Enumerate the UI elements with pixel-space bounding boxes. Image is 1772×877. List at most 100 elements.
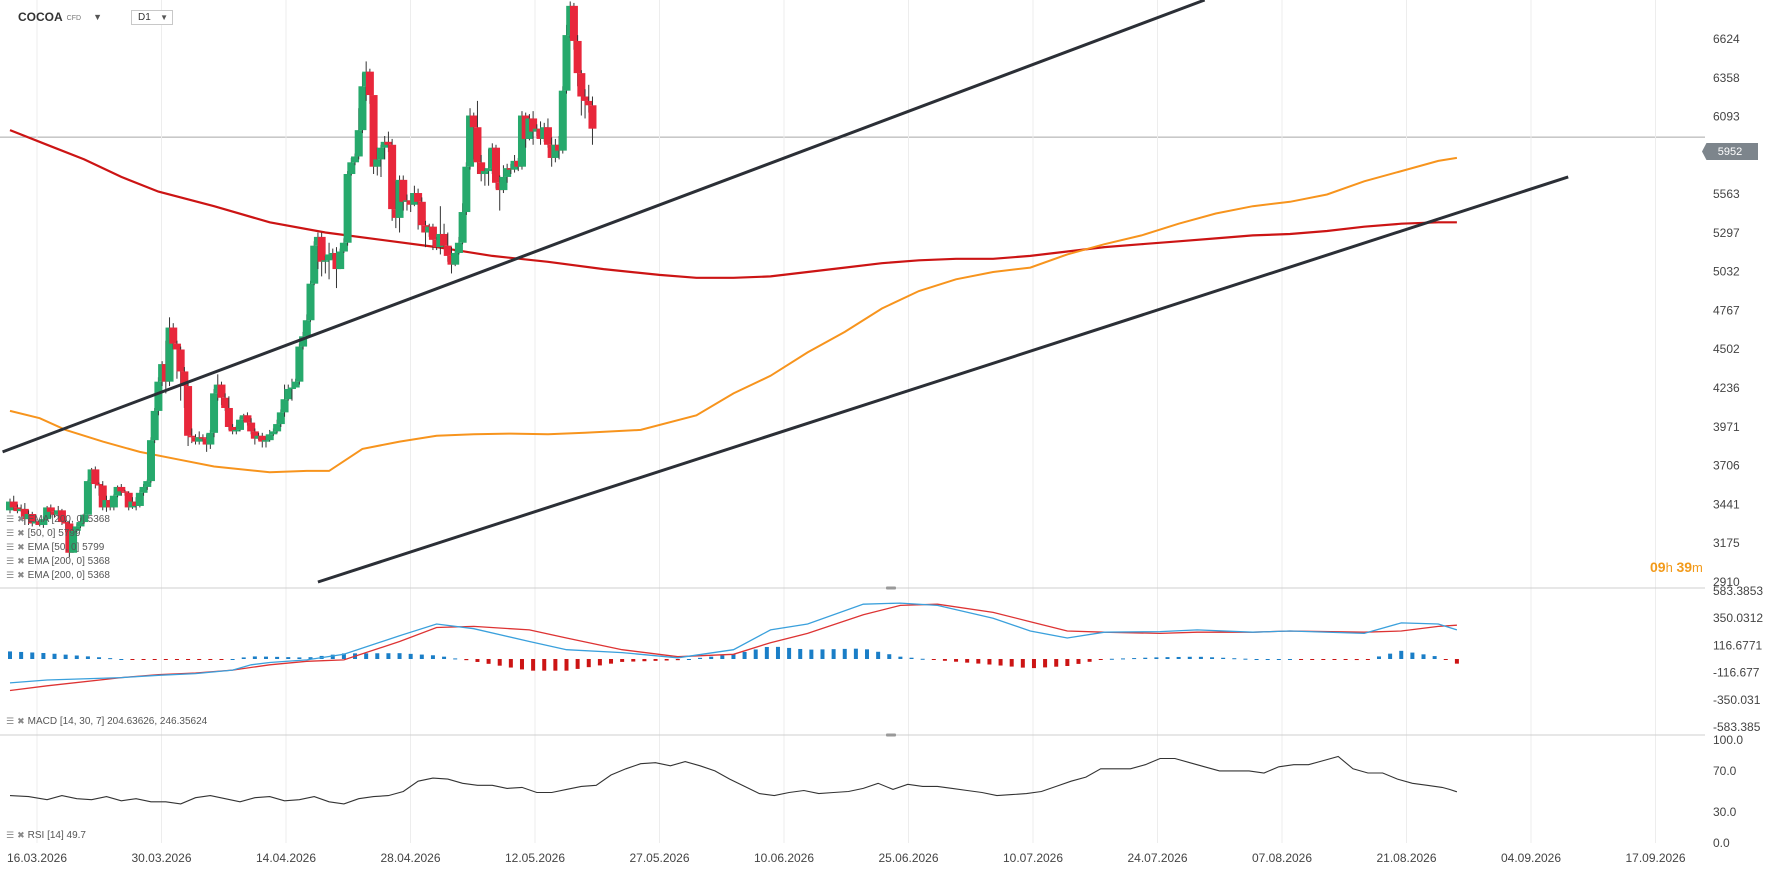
- macd-legend[interactable]: ☰ ✖ MACD [14, 30, 7] 204.63626, 246.35624: [6, 716, 207, 727]
- macd-histogram-bar: [330, 654, 335, 659]
- candle: [562, 24, 571, 94]
- candle: [210, 388, 219, 438]
- macd-histogram-bar: [553, 659, 558, 671]
- macd-histogram-bar: [1232, 658, 1237, 660]
- candle-body: [135, 492, 144, 506]
- candle: [109, 494, 118, 511]
- macd-histogram-bar: [831, 649, 836, 659]
- macd-histogram-bar: [475, 659, 480, 662]
- macd-histogram-bar: [275, 656, 280, 659]
- legend-row[interactable]: ☰ ✖ EMA [200, 0] 5368: [6, 568, 110, 582]
- price-tick-label: 2910: [1713, 575, 1740, 589]
- macd-histogram-bar: [230, 659, 235, 660]
- settings-icon[interactable]: ☰: [6, 716, 15, 726]
- chevron-down-icon[interactable]: ▼: [93, 12, 102, 22]
- macd-histogram-bar: [664, 659, 669, 661]
- price-tick-label: 3441: [1713, 497, 1740, 511]
- date-tick-label: 12.05.2026: [505, 851, 565, 865]
- settings-icon[interactable]: ☰: [6, 555, 15, 566]
- date-tick-label: 04.09.2026: [1501, 851, 1561, 865]
- price-tick-label: 6624: [1713, 32, 1740, 46]
- macd-histogram-bar: [698, 657, 703, 659]
- close-icon[interactable]: ✖: [17, 569, 25, 580]
- macd-histogram-bar: [876, 651, 881, 660]
- date-tick-label: 07.08.2026: [1252, 851, 1312, 865]
- date-tick-label: 25.06.2026: [878, 851, 938, 865]
- candle-body: [377, 147, 385, 160]
- candle-body: [187, 435, 196, 438]
- timeframe-select[interactable]: D1 ▼: [131, 10, 173, 25]
- close-icon[interactable]: ✖: [17, 541, 25, 552]
- macd-histogram-bar: [1198, 656, 1203, 659]
- candle-body: [98, 485, 107, 508]
- price-tick-label: 5297: [1713, 226, 1740, 240]
- close-icon[interactable]: ✖: [17, 716, 25, 726]
- legend-row[interactable]: ☰ ✖ [50, 0] 5799: [6, 526, 110, 540]
- price-channel[interactable]: [2, 0, 1569, 584]
- macd-histogram-bar: [564, 659, 569, 671]
- macd-histogram-bar: [141, 659, 146, 660]
- candle-body: [339, 242, 348, 252]
- symbol-selector[interactable]: COCOA CFD ▼: [18, 10, 102, 24]
- macd-histogram-bar: [1376, 656, 1381, 659]
- rsi-legend[interactable]: ☰ ✖ RSI [14] 49.7: [6, 830, 86, 841]
- close-icon[interactable]: ✖: [17, 527, 25, 538]
- macd-histogram-bar: [1254, 659, 1259, 660]
- candle: [306, 280, 315, 322]
- date-tick-label: 17.09.2026: [1625, 851, 1685, 865]
- candle-body: [69, 530, 78, 553]
- candle-body: [562, 35, 571, 91]
- macd-histogram-bar: [19, 651, 24, 659]
- macd-histogram-bar: [1043, 659, 1048, 668]
- candle-body: [250, 431, 259, 439]
- last-price-tag: 5952: [1702, 143, 1758, 160]
- settings-icon[interactable]: ☰: [6, 513, 15, 524]
- candle-body: [440, 233, 449, 246]
- macd-histogram-bar: [686, 659, 691, 660]
- macd-histogram-bar: [63, 654, 68, 659]
- candle: [117, 484, 126, 496]
- price-axis[interactable]: 6624635860935828556352975032476745024236…: [1713, 32, 1763, 850]
- candle-body: [150, 410, 159, 441]
- candle-body: [503, 168, 512, 177]
- panel-resize-handle: [886, 586, 896, 590]
- date-tick-label: 10.07.2026: [1003, 851, 1063, 865]
- close-icon[interactable]: ✖: [17, 830, 25, 840]
- macd-histogram-bar: [41, 652, 46, 659]
- macd-histogram-bar: [575, 659, 580, 669]
- settings-icon[interactable]: ☰: [6, 541, 15, 552]
- macd-histogram-bar: [764, 646, 769, 659]
- price-tick-label: 5032: [1713, 265, 1740, 279]
- candle: [577, 70, 586, 116]
- candle-body: [232, 429, 241, 432]
- candle-body: [558, 90, 567, 151]
- rsi-tick-label: 0.0: [1713, 836, 1730, 850]
- legend-row[interactable]: ☰ ✖ EMA [200, 0] 5368: [6, 554, 110, 568]
- macd-histogram-bar: [642, 659, 647, 662]
- candle-body: [269, 431, 278, 435]
- ema-50-series: [9, 156, 1458, 474]
- legend-row[interactable]: ☰ ✖ EMA [50, 0] 5799: [6, 540, 110, 554]
- settings-icon[interactable]: ☰: [6, 569, 15, 580]
- settings-icon[interactable]: ☰: [6, 830, 15, 840]
- channel-lower-line: [317, 175, 1569, 584]
- macd-histogram-bar: [52, 653, 57, 659]
- macd-histogram-bar: [30, 652, 35, 659]
- close-icon[interactable]: ✖: [17, 555, 25, 566]
- macd-histogram-bar: [987, 659, 992, 665]
- close-icon[interactable]: ✖: [17, 513, 25, 524]
- macd-histogram-bar: [74, 655, 79, 659]
- time-axis[interactable]: 16.03.2026 30.03.2026 14.04.2026 28.04.2026…: [7, 851, 1686, 865]
- timer-hours-unit: h: [1665, 560, 1673, 575]
- legend-row[interactable]: ☰ ✖ EMA [200, 0] 5368: [6, 512, 110, 526]
- panel-separators[interactable]: [0, 586, 1705, 737]
- macd-histogram-bar: [597, 659, 602, 666]
- candle: [224, 396, 233, 430]
- candle-body: [95, 484, 104, 486]
- candle-body: [121, 491, 130, 493]
- candle: [551, 138, 560, 163]
- candle: [310, 241, 319, 286]
- macd-histogram-bar: [1221, 657, 1226, 660]
- settings-icon[interactable]: ☰: [6, 527, 15, 538]
